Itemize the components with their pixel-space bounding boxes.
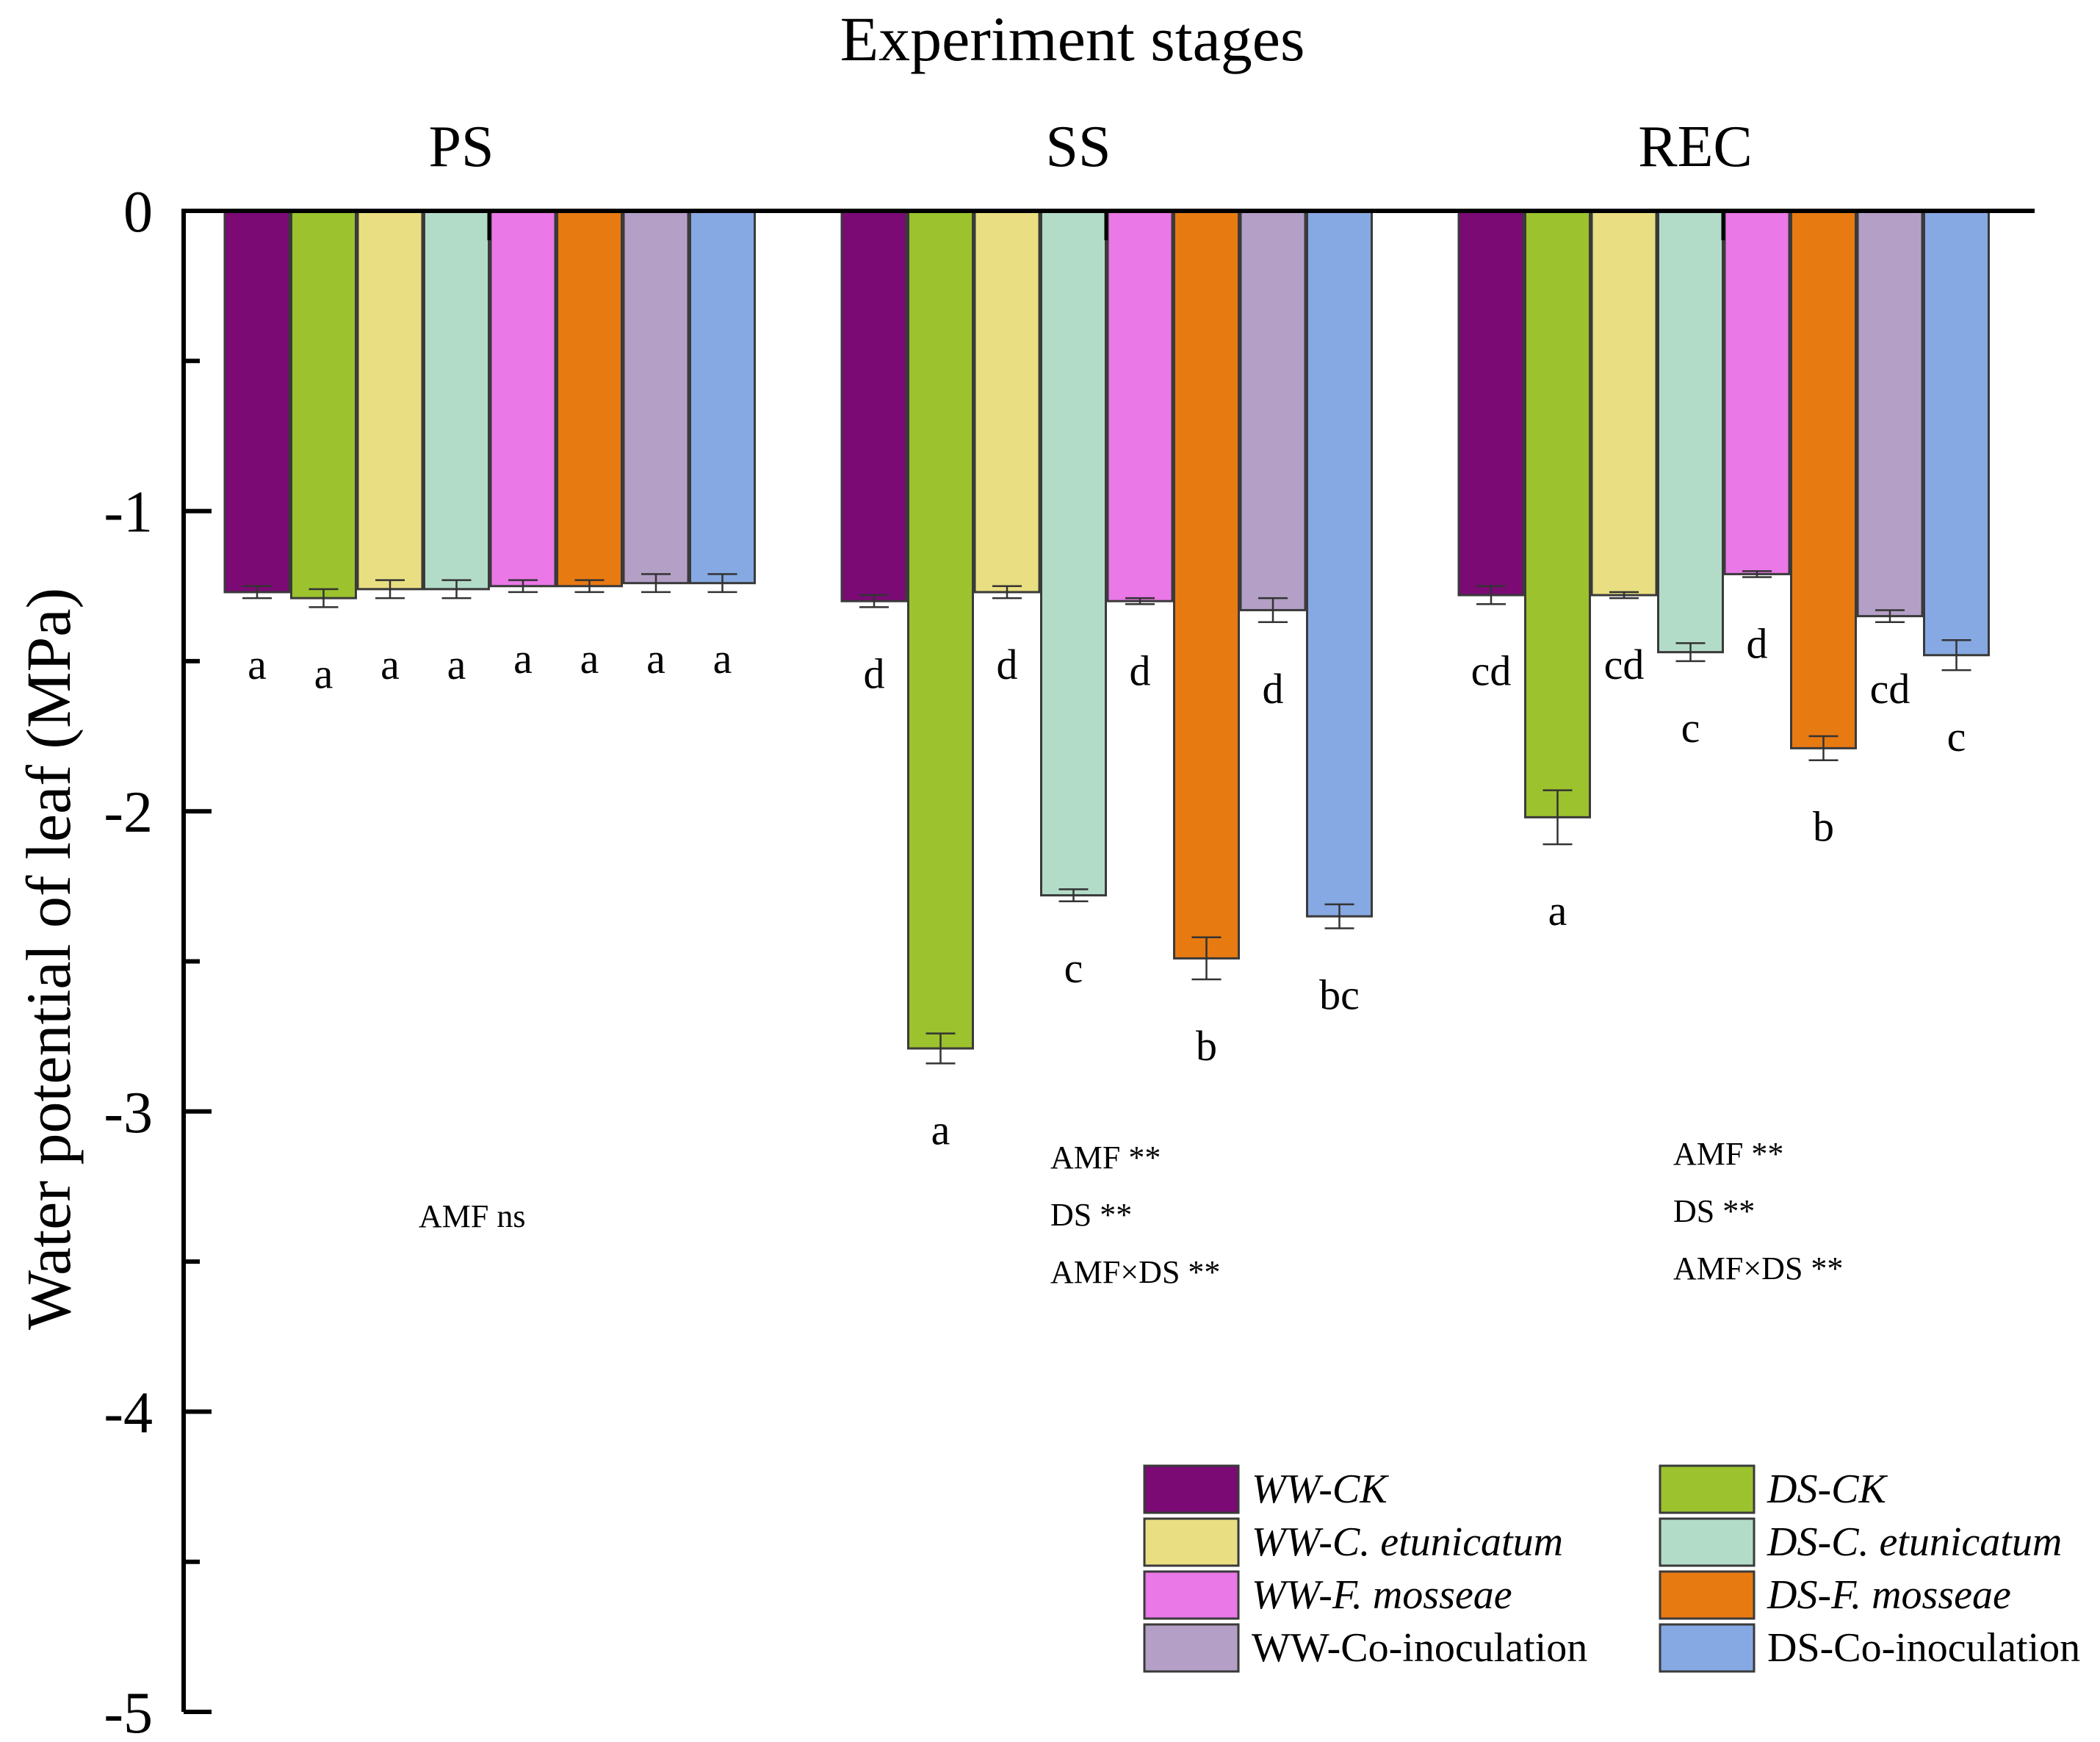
anova-annotation: AMF×DS ** xyxy=(1050,1254,1220,1290)
legend-swatch xyxy=(1143,1623,1240,1673)
significance-letter: a xyxy=(931,1106,950,1153)
significance-letter: b xyxy=(1196,1022,1217,1070)
stage-label: SS xyxy=(1046,115,1111,179)
bar xyxy=(290,209,357,600)
legend-swatch xyxy=(1143,1464,1240,1514)
bar xyxy=(1239,209,1307,611)
bars xyxy=(223,209,1990,1050)
bar xyxy=(1790,209,1857,749)
stage-label: REC xyxy=(1638,115,1753,179)
bar xyxy=(556,209,623,588)
y-tick-label: -2 xyxy=(104,780,153,845)
bar xyxy=(1173,209,1240,960)
significance-letter: c xyxy=(1064,944,1083,992)
legend-label: DS-CK xyxy=(1767,1466,1888,1512)
significance-letter: d xyxy=(997,641,1018,688)
significance-letter: cd xyxy=(1604,641,1645,688)
legend-label: DS-F. mosseae xyxy=(1767,1572,2011,1618)
significance-letter: a xyxy=(380,641,400,688)
bar xyxy=(489,209,557,588)
legend-swatch xyxy=(1659,1464,1756,1514)
significance-letter: a xyxy=(713,635,732,683)
significance-letter: c xyxy=(1947,713,1966,760)
stage-labels: PS SS REC xyxy=(429,115,1753,179)
legend-label: WW-Co-inoculation xyxy=(1252,1625,1587,1671)
bar xyxy=(840,209,908,602)
bar xyxy=(622,209,690,585)
y-tick-label: -5 xyxy=(104,1681,153,1742)
legend-label: DS-C. etunicatum xyxy=(1767,1519,2062,1565)
bar xyxy=(1040,209,1107,897)
y-tick-label: -4 xyxy=(104,1381,153,1445)
bar xyxy=(1457,209,1525,597)
bar xyxy=(1590,209,1658,597)
significance-letter: a xyxy=(580,635,599,683)
bar xyxy=(1657,209,1724,654)
legend: WW-CK DS-CK WW-C. etunicatum DS-C. etunicat… xyxy=(1143,1464,2080,1673)
y-tick-label: -3 xyxy=(104,1081,153,1145)
bar xyxy=(973,209,1041,594)
legend-swatch xyxy=(1659,1517,1756,1567)
significance-letter: a xyxy=(1548,887,1567,935)
y-tick-label: 0 xyxy=(123,180,153,245)
bar xyxy=(1524,209,1591,818)
bar xyxy=(1306,209,1373,918)
bar xyxy=(423,209,490,591)
significance-letter: a xyxy=(314,649,333,697)
significance-letter: d xyxy=(864,649,885,697)
chart-title: Experiment stages xyxy=(840,4,1305,74)
significance-letter: a xyxy=(646,635,665,683)
legend-label: WW-C. etunicatum xyxy=(1252,1519,1563,1565)
bar xyxy=(689,209,756,585)
significance-letter: a xyxy=(513,635,533,683)
y-ticks: 0 -1 -2 -3 -4 -5 xyxy=(104,180,212,1742)
bar xyxy=(356,209,424,591)
legend-label: WW-CK xyxy=(1252,1466,1389,1512)
significance-letter: a xyxy=(447,641,466,688)
bar xyxy=(1723,209,1791,575)
significance-letter: d xyxy=(1747,619,1768,667)
bar xyxy=(907,209,974,1050)
anova-annotation: AMF ** xyxy=(1050,1140,1161,1176)
legend-swatch xyxy=(1143,1517,1240,1567)
legend-label: DS-Co-inoculation xyxy=(1767,1625,2080,1671)
significance-letter: a xyxy=(248,641,267,688)
bar xyxy=(1106,209,1174,602)
anova-annotation: AMF ns xyxy=(419,1198,526,1234)
bar xyxy=(1923,209,1990,657)
legend-label: WW-F. mosseae xyxy=(1252,1572,1512,1618)
legend-swatch xyxy=(1143,1570,1240,1620)
legend-swatch xyxy=(1659,1570,1756,1620)
bar xyxy=(1856,209,1924,618)
significance-letter: c xyxy=(1681,704,1700,752)
y-tick-label: -1 xyxy=(104,481,153,545)
stage-label: PS xyxy=(429,115,494,179)
significance-letter: bc xyxy=(1319,971,1360,1019)
anova-annotation: DS ** xyxy=(1050,1197,1132,1233)
anova-annotation: AMF×DS ** xyxy=(1673,1250,1843,1286)
significance-letter: cd xyxy=(1471,647,1512,694)
significance-letter: b xyxy=(1813,803,1834,851)
legend-swatch xyxy=(1659,1623,1756,1673)
significance-letter: d xyxy=(1263,665,1284,713)
significance-letter: cd xyxy=(1870,665,1910,713)
error-bars xyxy=(242,570,1971,1065)
anova-annotation: AMF ** xyxy=(1673,1136,1783,1172)
significance-letter: d xyxy=(1130,647,1151,694)
bar xyxy=(223,209,291,594)
anova-annotations: AMF ns AMF ** DS ** AMF×DS ** AMF ** DS ** AMF… xyxy=(419,1136,1843,1290)
anova-annotation: DS ** xyxy=(1673,1193,1755,1229)
y-axis-label: Water potential of leaf (MPa) xyxy=(13,588,84,1330)
